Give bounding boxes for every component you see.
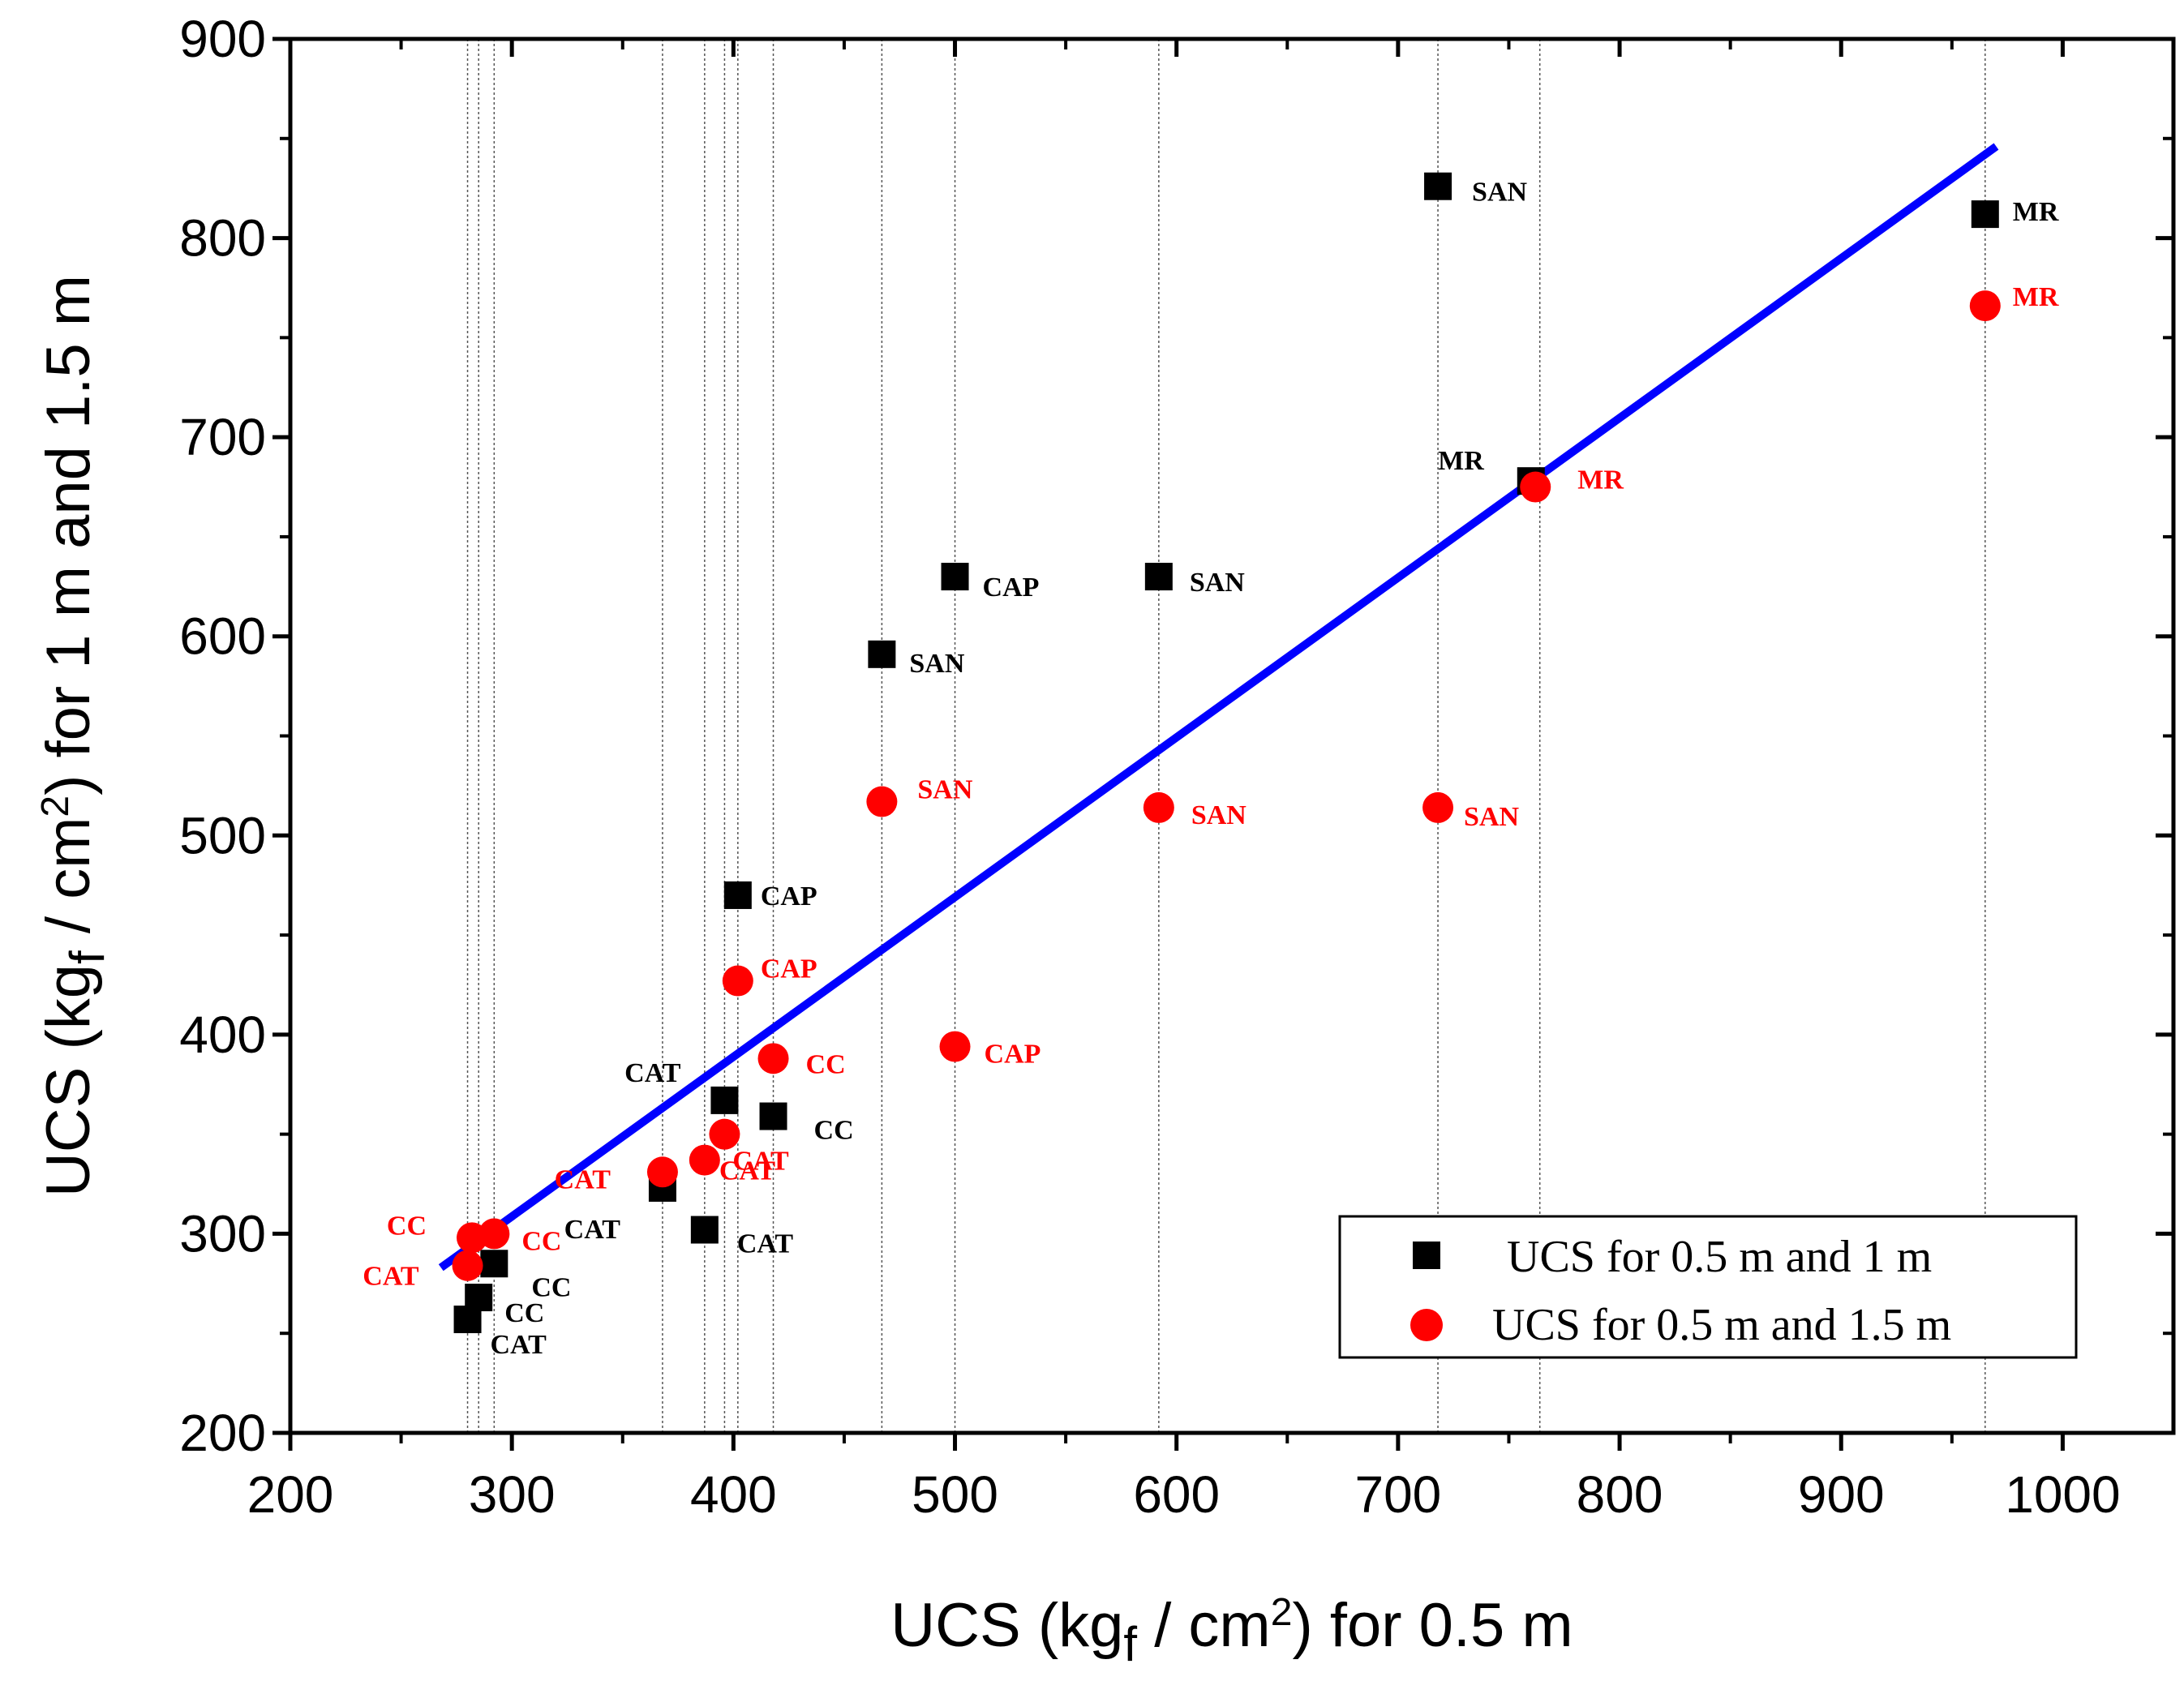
data-point-circle — [1969, 290, 2001, 322]
point-label: CAP — [983, 573, 1040, 603]
y-tick-label: 900 — [179, 10, 266, 68]
point-label: CC — [806, 1049, 846, 1079]
x-tick-label: 200 — [247, 1465, 334, 1524]
x-tick-label: 900 — [1798, 1465, 1885, 1524]
data-point-circle — [1422, 791, 1454, 823]
data-point-square — [1971, 200, 1999, 229]
data-point-circle — [478, 1218, 510, 1250]
y-tick-label: 200 — [179, 1404, 266, 1462]
legend-box — [1338, 1215, 2078, 1359]
point-label: MR — [2013, 282, 2059, 312]
point-label: CAP — [761, 881, 817, 911]
ticks-layer: 200 300 400 500 600 700 800 900 1000 200 300 400 500… — [179, 10, 2173, 1524]
data-point-circle — [1520, 471, 1551, 503]
x-tick-label: 600 — [1133, 1465, 1220, 1524]
point-label: CAT — [555, 1164, 611, 1194]
data-point-square — [1144, 563, 1173, 591]
legend-label-series-2: UCS for 0.5 m and 1.5 m — [1492, 1300, 1951, 1350]
points-layer — [452, 172, 2001, 1334]
point-label: MR — [1438, 446, 1484, 476]
point-label: SAN — [917, 775, 972, 805]
y-tick-label: 500 — [179, 806, 266, 864]
y-tick-label: 300 — [179, 1204, 266, 1263]
fit-line — [438, 143, 1999, 1272]
legend-label-series-1: UCS for 0.5 m and 1 m — [1507, 1232, 1932, 1282]
x-tick-label: 400 — [690, 1465, 777, 1524]
data-point-square — [759, 1102, 787, 1130]
data-point-square — [1424, 172, 1452, 200]
data-point-circle — [709, 1118, 740, 1150]
point-label: MR — [2013, 197, 2059, 227]
point-label: MR — [1577, 465, 1624, 495]
x-tick-label: 800 — [1577, 1465, 1663, 1524]
fit-line-layer — [438, 143, 1999, 1272]
legend-marker-circle — [1410, 1309, 1443, 1341]
x-tick-label: 1000 — [2005, 1465, 2120, 1524]
data-point-circle — [1143, 791, 1174, 823]
point-label: CAP — [985, 1040, 1041, 1070]
point-label: SAN — [1472, 178, 1527, 208]
data-point-circle — [757, 1043, 789, 1074]
point-label: SAN — [1191, 800, 1246, 830]
data-point-square — [941, 563, 969, 591]
data-point-circle — [646, 1156, 678, 1188]
data-point-circle — [722, 965, 753, 997]
x-axis-title: UCS (kgf / cm2) for 0.5 m — [890, 1591, 1573, 1672]
y-tick-label: 700 — [179, 408, 266, 466]
reference-lines — [466, 39, 1986, 1433]
point-label: CAT — [491, 1330, 547, 1360]
y-tick-label: 600 — [179, 607, 266, 666]
data-point-circle — [689, 1144, 720, 1176]
legend-marker-square — [1413, 1242, 1440, 1269]
data-point-square — [868, 640, 896, 668]
data-point-circle — [866, 786, 898, 817]
point-label: CC — [387, 1211, 427, 1241]
point-label: CC — [531, 1272, 571, 1302]
point-label: CAT — [732, 1147, 789, 1177]
data-point-square — [480, 1250, 508, 1278]
data-point-square — [690, 1216, 719, 1244]
point-label: CC — [521, 1226, 561, 1256]
point-label: CAT — [719, 1156, 776, 1186]
data-point-circle — [452, 1250, 483, 1281]
point-label: CAT — [737, 1229, 794, 1259]
x-tick-label: 300 — [469, 1465, 556, 1524]
point-label: CC — [504, 1298, 544, 1328]
x-tick-label: 500 — [912, 1465, 998, 1524]
y-axis-title: UCS (kgf / cm2) for 1 m and 1.5 m — [34, 275, 115, 1197]
point-label: CAT — [624, 1058, 681, 1088]
point-label: CC — [814, 1116, 854, 1146]
point-label: CAT — [363, 1262, 419, 1292]
point-label: SAN — [909, 649, 964, 679]
data-point-circle — [939, 1031, 971, 1062]
data-point-square — [710, 1086, 739, 1114]
data-point-square — [723, 881, 752, 909]
y-tick-label: 800 — [179, 209, 266, 268]
x-tick-label: 700 — [1354, 1465, 1441, 1524]
legend: UCS for 0.5 m and 1 m UCS for 0.5 m and … — [1338, 1215, 2078, 1359]
point-label: CAT — [564, 1215, 621, 1245]
point-label: SAN — [1190, 568, 1245, 598]
data-point-square — [465, 1284, 493, 1312]
point-label: SAN — [1464, 802, 1519, 832]
y-tick-label: 400 — [179, 1006, 266, 1064]
point-label: CAP — [761, 954, 817, 984]
